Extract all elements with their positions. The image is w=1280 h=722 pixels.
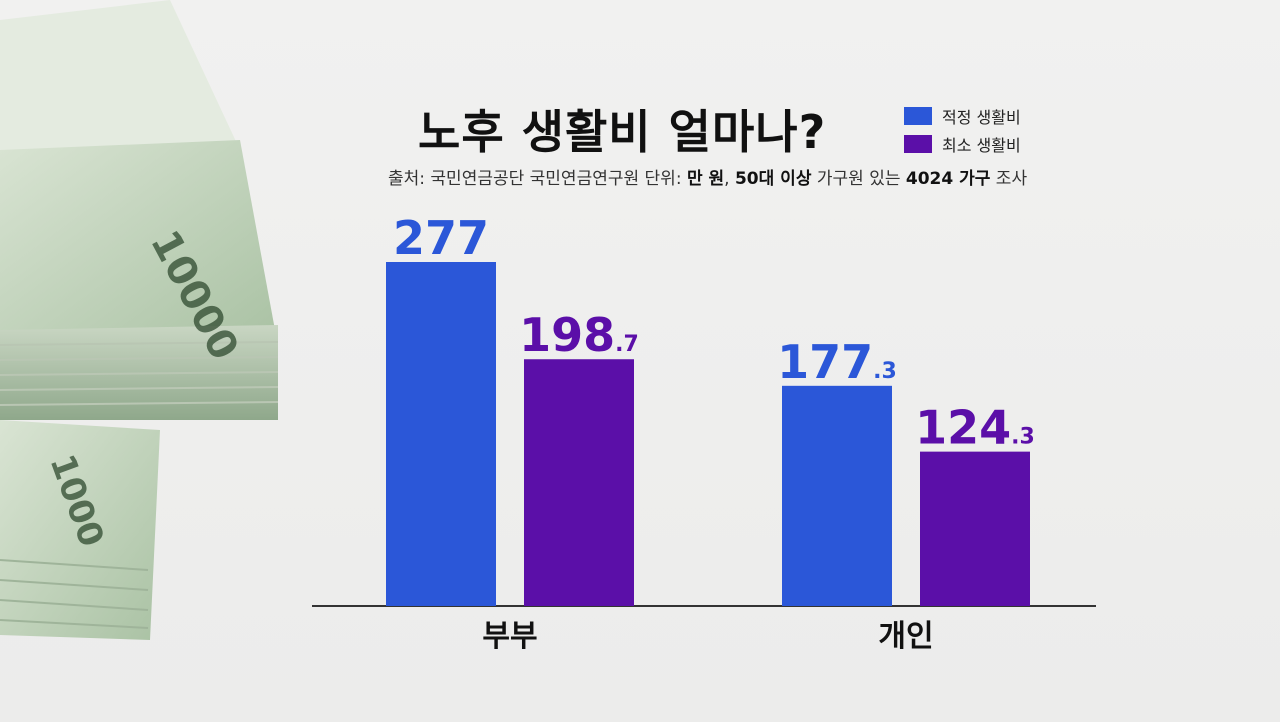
legend-swatch-appropriate [904,107,932,125]
legend: 적정 생활비 최소 생활비 [904,104,1021,160]
legend-label-minimum: 최소 생활비 [942,136,1021,155]
legend-label-appropriate: 적정 생활비 [942,108,1021,127]
source-mid: 가구원 있는 [811,169,906,189]
bar-minimum-1 [920,451,1030,606]
legend-item-minimum: 최소 생활비 [904,132,1021,156]
source-sep: , [724,169,735,189]
category-label-1: 개인 [878,619,933,654]
data-label-minimum-1: 124.3 [915,401,1035,455]
chart-title: 노후 생활비 얼마나? [418,105,827,159]
data-label-appropriate-1: 177.3 [777,335,897,389]
source-group: 50대 이상 [734,169,812,189]
chart-title-area: 노후 생활비 얼마나? [418,96,898,160]
data-label-appropriate-0: 277 [393,211,489,265]
money-stack-image: 10000 1000 [0,0,300,722]
banknote-stack-illustration: 10000 1000 [0,0,279,640]
category-label-0: 부부 [482,619,537,654]
bar-minimum-0 [524,359,634,606]
bar-appropriate-0 [386,262,496,606]
legend-item-appropriate: 적정 생활비 [904,104,1021,128]
source-note: 출처: 국민연금공단 국민연금연구원 단위: 만 원, 50대 이상 가구원 있… [388,164,1108,189]
data-label-minimum-0: 198.7 [519,308,639,362]
source-count: 4024 가구 [905,169,991,189]
source-prefix: 출처: 국민연금공단 국민연금연구원 단위: [388,169,687,189]
legend-swatch-minimum [904,135,932,153]
source-unit: 만 원 [686,169,725,189]
bar-appropriate-1 [782,385,892,606]
source-suffix: 조사 [990,169,1028,189]
